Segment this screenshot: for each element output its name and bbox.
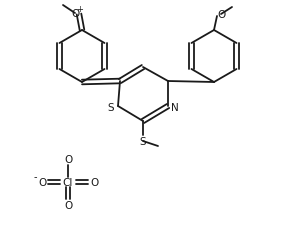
Text: N: N [171, 103, 179, 112]
Text: O: O [64, 200, 72, 210]
Text: +: + [77, 5, 83, 14]
Text: O: O [90, 177, 98, 187]
Text: -: - [33, 171, 37, 181]
Text: Cl: Cl [63, 177, 73, 187]
Text: S: S [108, 103, 114, 112]
Text: O: O [38, 177, 46, 187]
Text: S: S [140, 136, 146, 146]
Text: O: O [64, 154, 72, 164]
Text: O: O [71, 9, 79, 19]
Text: O: O [217, 10, 225, 20]
